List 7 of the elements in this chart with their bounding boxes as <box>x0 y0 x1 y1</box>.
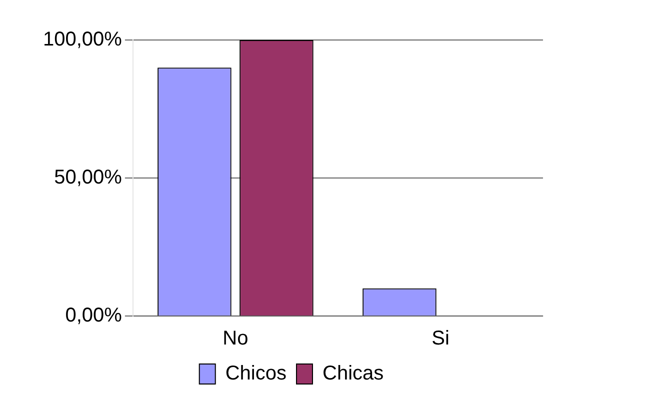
legend-label: Chicos <box>225 362 287 385</box>
x-tick-label: Si <box>432 328 450 350</box>
y-tick-label: 0,00% <box>65 304 122 327</box>
y-tick-label: 100,00% <box>42 28 122 51</box>
legend-label: Chicas <box>322 362 384 385</box>
y-tick-label: 50,00% <box>54 166 122 189</box>
x-tick-label: No <box>222 328 248 350</box>
